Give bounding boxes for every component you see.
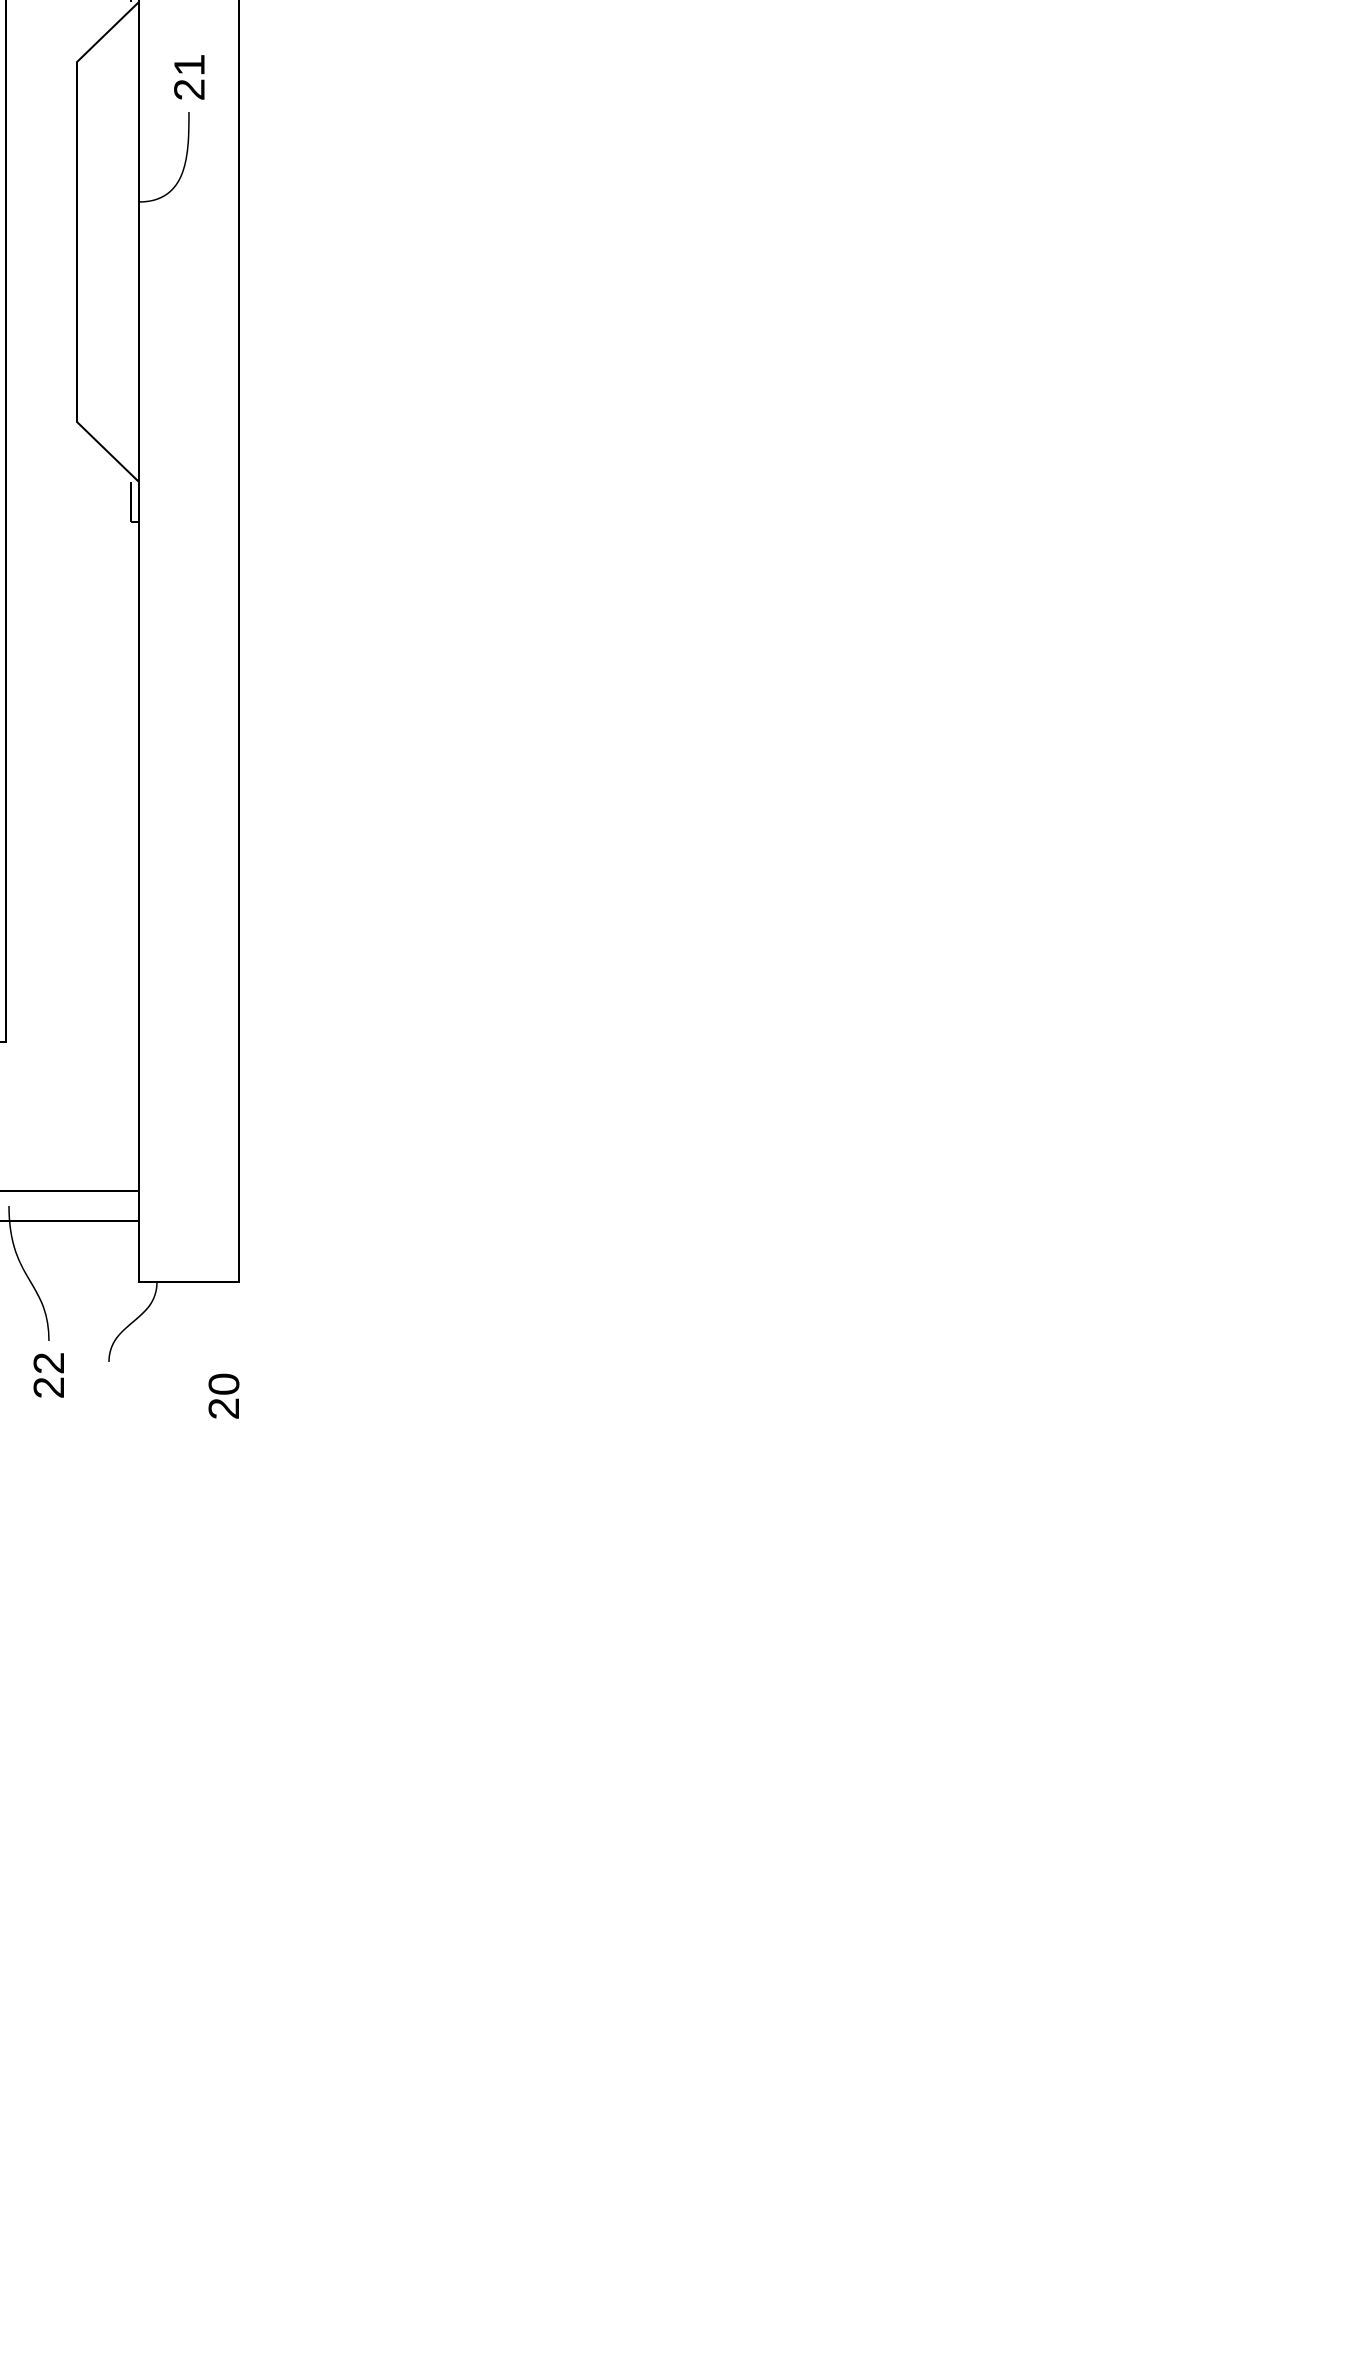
path-shape bbox=[139, 112, 189, 202]
path-shape bbox=[9, 1206, 49, 1341]
frit-left-22 bbox=[0, 1191, 139, 1221]
text-shape: 22 bbox=[25, 1351, 74, 1400]
lower-substrate-20 bbox=[139, 0, 239, 1282]
layer-19 bbox=[0, 0, 6, 1042]
text-shape: 20 bbox=[200, 1372, 249, 1421]
labels: 10202211121314151617191821 bbox=[0, 0, 249, 1421]
text-shape: 21 bbox=[165, 53, 214, 102]
path-shape bbox=[109, 1282, 157, 1362]
driver-21 bbox=[77, 2, 139, 482]
